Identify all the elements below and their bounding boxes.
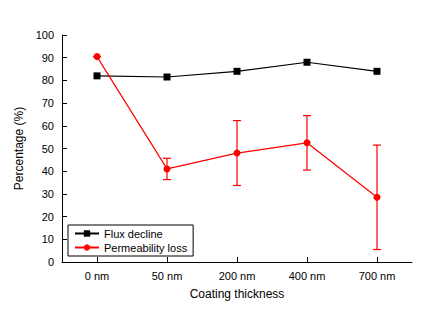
svg-text:100: 100 — [36, 29, 54, 41]
svg-text:0: 0 — [48, 256, 54, 268]
svg-text:Coating thickness: Coating thickness — [190, 287, 285, 301]
svg-text:40: 40 — [42, 165, 54, 177]
svg-text:Permeability loss: Permeability loss — [104, 242, 188, 254]
svg-text:80: 80 — [42, 74, 54, 86]
svg-text:Percentage (%): Percentage (%) — [12, 107, 26, 190]
svg-text:30: 30 — [42, 188, 54, 200]
svg-text:400 nm: 400 nm — [289, 270, 326, 282]
svg-text:700 nm: 700 nm — [359, 270, 396, 282]
svg-text:60: 60 — [42, 120, 54, 132]
svg-text:Flux decline: Flux decline — [104, 228, 163, 240]
svg-text:200 nm: 200 nm — [219, 270, 256, 282]
svg-text:50: 50 — [42, 143, 54, 155]
svg-text:90: 90 — [42, 52, 54, 64]
svg-text:50 nm: 50 nm — [152, 270, 183, 282]
svg-text:10: 10 — [42, 233, 54, 245]
svg-text:0 nm: 0 nm — [85, 270, 109, 282]
svg-text:70: 70 — [42, 97, 54, 109]
svg-text:20: 20 — [42, 211, 54, 223]
